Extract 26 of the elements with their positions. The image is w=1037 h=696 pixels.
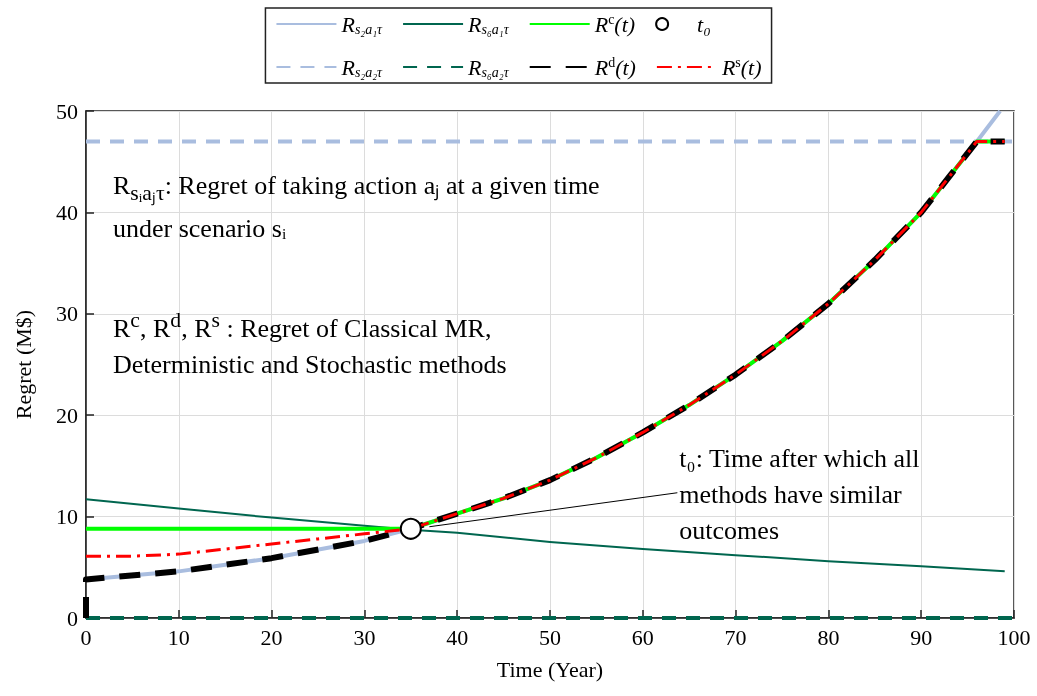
x-tick-label: 100 [997, 624, 1031, 650]
y-axis-title: Regret (M$) [10, 309, 36, 420]
x-tick-label: 20 [260, 624, 283, 650]
legend-label: Rs₆a₂τ [467, 54, 510, 80]
legend-label: Rs₂a₂τ [340, 54, 384, 80]
x-tick-label: 50 [539, 624, 561, 650]
y-tick-label: 0 [67, 605, 78, 631]
annotation: R$^{c}$, R$^{d}$, R$^{s}$ : Regret of Classical MR, Deterministic and Stochastic methods [113, 307, 508, 381]
x-tick-label: 80 [817, 624, 840, 650]
legend-label: Rs₆a₁τ [467, 11, 510, 37]
annotation: t₀: Time after which all methods have similar outcomes [679, 442, 921, 547]
x-tick-label: 40 [446, 624, 469, 650]
y-tick-label: 30 [56, 301, 78, 327]
x-tick-label: 30 [353, 624, 376, 650]
x-tick-label: 10 [167, 624, 190, 650]
legend-label: Rs₂a₁τ [340, 11, 384, 37]
y-tick-label: 50 [56, 98, 78, 124]
x-axis-title: Time (Year) [496, 656, 604, 682]
x-tick-label: 90 [910, 624, 933, 650]
legend-label: t₀ [697, 11, 711, 37]
annotation: R$_{sᵢaⱼτ}$: Regret of taking action aⱼ at a given time under scenario sᵢ [113, 170, 601, 246]
y-tick-label: 20 [56, 402, 78, 428]
y-tick-label: 40 [56, 199, 78, 225]
x-tick-label: 70 [724, 624, 747, 650]
x-tick-label: 60 [631, 624, 654, 650]
y-tick-label: 10 [56, 504, 78, 530]
